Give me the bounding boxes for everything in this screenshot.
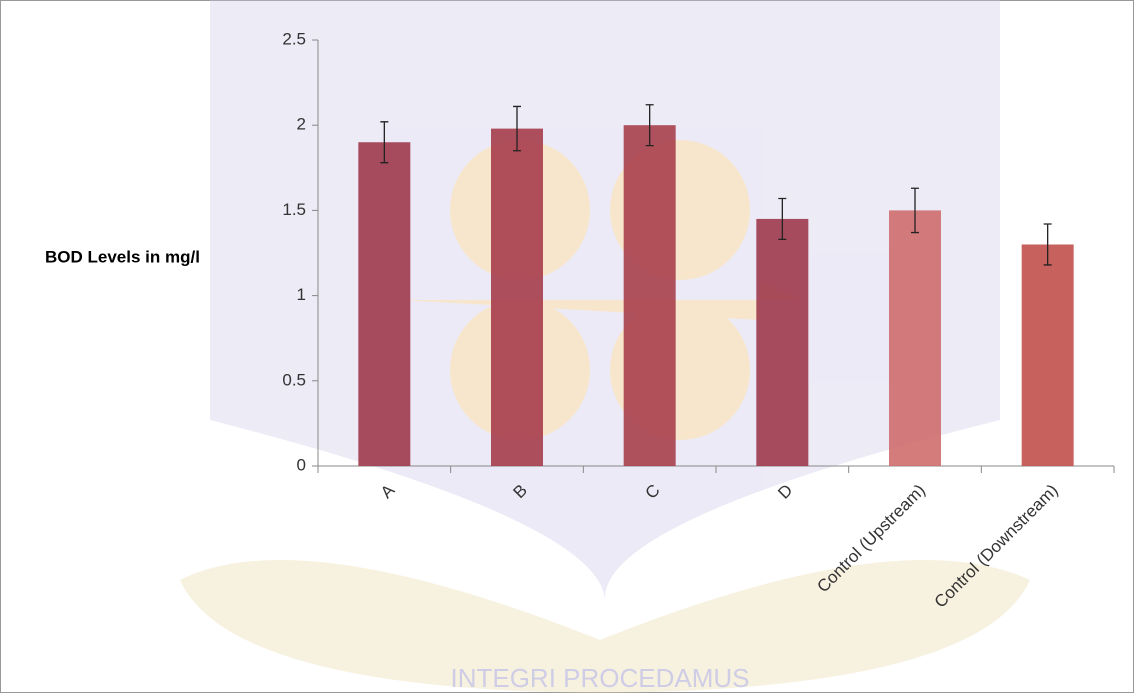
y-tick-label: 1.5 [282, 200, 306, 219]
error-bar [778, 197, 787, 241]
bar [756, 218, 809, 466]
y-tick-label: 2 [297, 115, 306, 134]
bar [1021, 244, 1074, 466]
y-axis-label: BOD Levels in mg/l [45, 247, 200, 266]
error-bar [645, 104, 654, 147]
bar [491, 128, 543, 466]
error-bar [380, 121, 389, 164]
error-bar [1043, 223, 1052, 266]
y-tick-label: 0 [297, 455, 306, 474]
error-bar [911, 187, 919, 234]
bar [358, 142, 411, 467]
error-bar [513, 105, 521, 152]
y-tick-label: 0.5 [282, 370, 306, 389]
y-tick-label: 1 [297, 285, 306, 304]
bar [623, 125, 676, 466]
y-tick-label: 2.5 [282, 29, 306, 48]
bar [889, 210, 941, 466]
watermark: INTEGRI PROCEDAMUS [450, 663, 749, 693]
